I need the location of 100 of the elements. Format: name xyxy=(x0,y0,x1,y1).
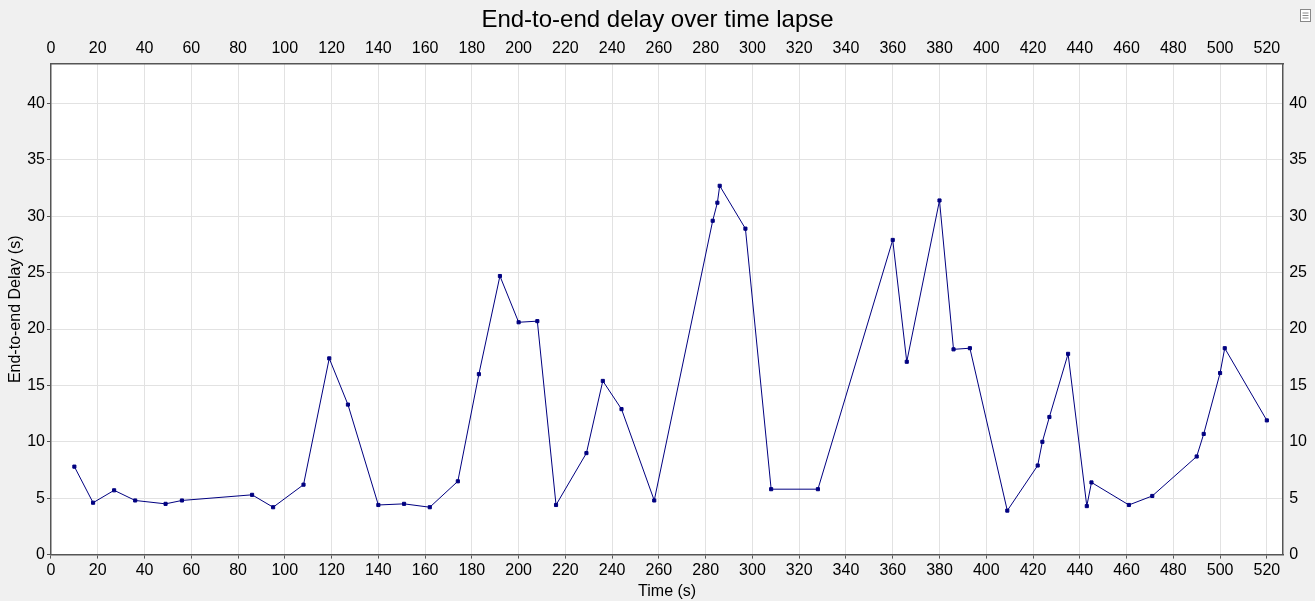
point xyxy=(497,273,502,279)
point xyxy=(769,487,774,492)
point xyxy=(815,487,820,492)
x-tick-label: 320 xyxy=(785,560,813,578)
point xyxy=(717,183,722,188)
x2-tick-label: 240 xyxy=(598,38,626,56)
y-tick-label: 35 xyxy=(27,150,46,168)
chart-title: End-to-end delay over time lapse xyxy=(481,5,834,33)
point xyxy=(1047,414,1052,420)
x-tick-label: 20 xyxy=(88,560,107,578)
point xyxy=(250,492,255,497)
point xyxy=(179,498,184,503)
x2-tick-label: 80 xyxy=(229,38,248,56)
x2-tick-label: 260 xyxy=(645,38,673,56)
x-tick-label: 480 xyxy=(1159,560,1187,578)
point xyxy=(1089,480,1094,485)
x-tick-label: 260 xyxy=(645,560,673,578)
x2-tick-label: 360 xyxy=(879,38,907,56)
point xyxy=(715,200,720,205)
point xyxy=(91,500,96,505)
x2-tick-label: 40 xyxy=(135,38,154,56)
point xyxy=(1066,351,1071,356)
point xyxy=(271,505,276,510)
point xyxy=(951,347,956,352)
x-tick-label: 40 xyxy=(135,560,154,578)
x2-tick-label: 100 xyxy=(271,38,299,56)
y-tick-label: 0 xyxy=(36,545,46,563)
point xyxy=(402,501,407,506)
point xyxy=(967,346,972,351)
x2-tick-label: 420 xyxy=(1019,38,1047,56)
x2-tick-label: 280 xyxy=(692,38,720,56)
x2-tick-label: 20 xyxy=(88,38,107,56)
x-tick-label: 240 xyxy=(598,560,626,578)
point xyxy=(376,502,381,508)
x-tick-label: 60 xyxy=(182,560,201,578)
point xyxy=(1150,493,1155,499)
point xyxy=(1194,454,1199,459)
y2-tick-label: 15 xyxy=(1289,375,1308,393)
x2-tick-label: 380 xyxy=(926,38,953,56)
point xyxy=(1126,502,1131,508)
x2-tick-label: 340 xyxy=(832,38,860,56)
point xyxy=(1035,463,1040,468)
x-tick-label: 140 xyxy=(364,560,392,578)
point xyxy=(427,505,432,510)
y2-tick-label: 10 xyxy=(1289,432,1308,450)
y-tick-label: 30 xyxy=(27,206,46,224)
x-tick-label: 520 xyxy=(1253,560,1281,578)
y2-tick-label: 20 xyxy=(1289,319,1308,337)
point xyxy=(345,402,350,407)
x-tick-label: 100 xyxy=(271,560,299,578)
x-tick-label: 400 xyxy=(972,560,1000,578)
x2-tick-label: 400 xyxy=(972,38,1000,56)
x-tick-label: 360 xyxy=(879,560,907,578)
x2-tick-label: 60 xyxy=(182,38,201,56)
point xyxy=(1084,504,1089,509)
point xyxy=(1222,346,1227,351)
x-axis-title: Time (s) xyxy=(638,581,697,599)
point xyxy=(584,451,589,456)
y2-tick-label: 0 xyxy=(1289,545,1299,563)
x-tick-label: 220 xyxy=(552,560,579,578)
point xyxy=(516,320,521,325)
x-tick-label: 80 xyxy=(229,560,248,578)
x2-tick-label: 520 xyxy=(1253,38,1281,56)
point xyxy=(1201,431,1206,436)
x-tick-label: 340 xyxy=(832,560,860,578)
x-tick-label: 380 xyxy=(926,560,953,578)
point xyxy=(710,218,715,223)
point xyxy=(652,498,657,503)
y2-tick-label: 30 xyxy=(1289,206,1308,224)
y2-tick-label: 35 xyxy=(1289,150,1308,168)
y-tick-label: 40 xyxy=(27,93,46,111)
x-tick-label: 160 xyxy=(411,560,439,578)
point xyxy=(301,482,306,487)
point xyxy=(743,226,748,231)
point xyxy=(327,356,332,361)
x2-tick-label: 200 xyxy=(505,38,533,56)
point xyxy=(1218,370,1223,376)
x2-tick-label: 320 xyxy=(785,38,813,56)
y2-tick-label: 5 xyxy=(1289,488,1299,506)
x2-tick-label: 500 xyxy=(1206,38,1234,56)
point xyxy=(455,479,460,484)
x-tick-label: 440 xyxy=(1066,560,1094,578)
x-tick-label: 300 xyxy=(739,560,766,578)
x2-tick-label: 460 xyxy=(1113,38,1140,56)
point xyxy=(904,359,909,364)
x2-tick-label: 180 xyxy=(458,38,486,56)
y-tick-label: 10 xyxy=(27,432,46,450)
y-tick-label: 15 xyxy=(27,375,46,393)
point xyxy=(112,488,117,493)
point xyxy=(133,498,138,503)
x2-tick-label: 220 xyxy=(552,38,579,56)
y-tick-label: 5 xyxy=(36,488,46,506)
point xyxy=(1005,508,1010,513)
point xyxy=(476,372,481,377)
x2-tick-label: 120 xyxy=(318,38,346,56)
x-tick-label: 200 xyxy=(505,560,533,578)
x2-tick-label: 480 xyxy=(1159,38,1187,56)
x-tick-label: 420 xyxy=(1019,560,1047,578)
point xyxy=(1040,439,1045,444)
x2-tick-label: 160 xyxy=(411,38,439,56)
